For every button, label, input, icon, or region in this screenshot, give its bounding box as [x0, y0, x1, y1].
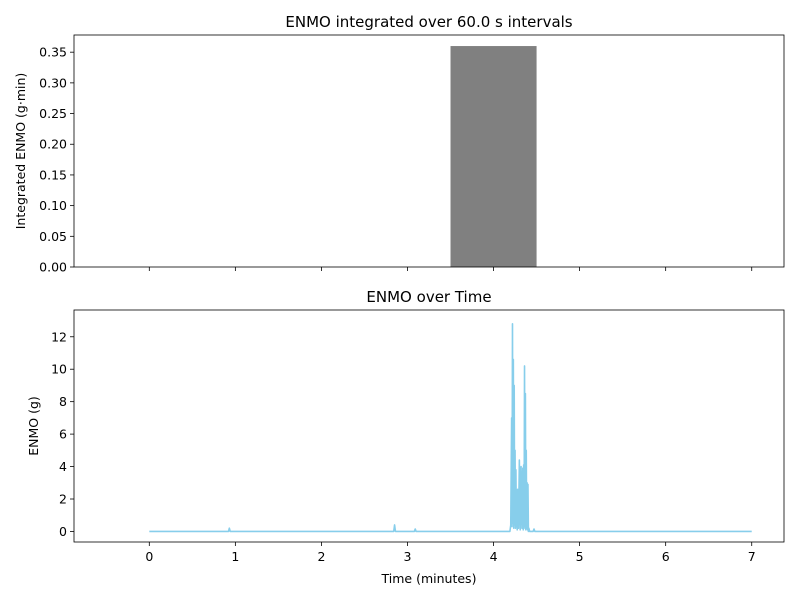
bottom-y-tick-label: 0 — [59, 524, 67, 539]
bottom-y-ticks: 0 2 4 6 8 10 12 — [51, 329, 74, 539]
bottom-y-tick-label: 10 — [51, 362, 67, 377]
bottom-x-ticks: 0 1 2 3 4 5 6 7 — [145, 542, 756, 564]
bottom-x-tick-label: 2 — [317, 549, 325, 564]
top-y-tick-label: 0.15 — [39, 167, 67, 182]
top-bars — [450, 46, 537, 267]
top-y-tick-label: 0.10 — [39, 198, 67, 213]
bottom-x-tick-label: 7 — [748, 549, 756, 564]
integrated-enmo-bar — [450, 46, 537, 267]
bottom-y-axis-label: ENMO (g) — [26, 396, 41, 456]
bottom-x-axis-label: Time (minutes) — [381, 571, 477, 586]
bottom-y-tick-label: 4 — [59, 459, 67, 474]
enmo-series-line — [149, 322, 752, 533]
top-chart-title: ENMO integrated over 60.0 s intervals — [285, 13, 572, 31]
top-y-tick-label: 0.30 — [39, 75, 67, 90]
bottom-y-tick-label: 6 — [59, 427, 67, 442]
top-x-ticks — [148, 267, 753, 271]
bottom-plot-frame — [73, 309, 785, 543]
bottom-x-tick-label: 1 — [231, 549, 239, 564]
top-subplot: ENMO integrated over 60.0 s intervals 0.… — [13, 13, 785, 275]
bottom-x-tick-label: 4 — [490, 549, 498, 564]
top-y-tick-label: 0.20 — [39, 137, 67, 152]
bottom-y-tick-label: 12 — [51, 329, 67, 344]
bottom-y-tick-label: 2 — [59, 492, 67, 507]
top-y-tick-label: 0.05 — [39, 229, 67, 244]
bottom-x-tick-label: 6 — [662, 549, 670, 564]
top-plot-frame — [73, 34, 785, 268]
top-y-ticks: 0.00 0.05 0.10 0.15 0.20 0.25 0.30 0.35 — [39, 45, 74, 275]
bottom-y-tick-label: 8 — [59, 394, 67, 409]
bottom-chart-title: ENMO over Time — [366, 288, 491, 306]
bottom-x-tick-label: 3 — [404, 549, 412, 564]
top-y-tick-label: 0.35 — [39, 45, 67, 60]
bottom-x-tick-label: 5 — [576, 549, 584, 564]
top-y-tick-label: 0.00 — [39, 260, 67, 275]
bottom-x-tick-label: 0 — [145, 549, 153, 564]
top-y-axis-label: Integrated ENMO (g·min) — [13, 73, 28, 230]
top-y-tick-label: 0.25 — [39, 106, 67, 121]
